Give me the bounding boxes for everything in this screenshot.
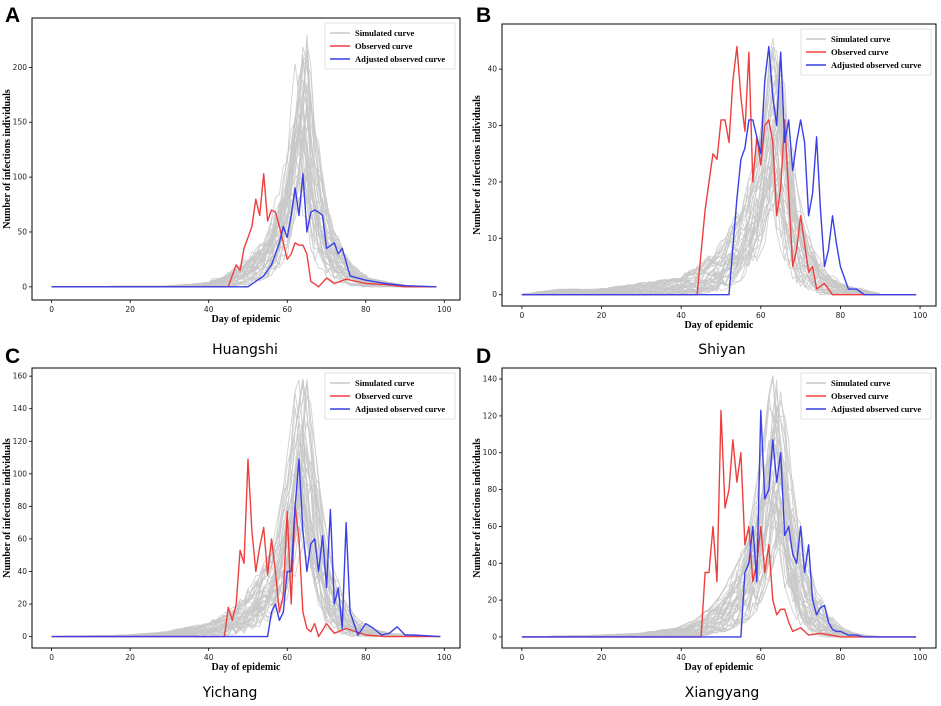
panel-letter: D bbox=[476, 345, 491, 368]
y-tick-label: 140 bbox=[483, 375, 498, 384]
chart-panel-d: D Xiangyang 0 20 40 60 80 100 0 20 40 60 80 100 120 140… bbox=[472, 345, 937, 701]
y-tick-label: 120 bbox=[13, 437, 28, 446]
chart-panel-c: C Yichang 0 20 40 60 80 100 0 20 40 60 80 100 120 140 16… bbox=[2, 345, 461, 701]
adjusted-observed-curve-line bbox=[51, 458, 441, 638]
x-tick-label: 80 bbox=[361, 653, 371, 662]
legend-observed-label: Observed curve bbox=[355, 391, 413, 401]
x-tick-label: 0 bbox=[520, 311, 525, 320]
observed-curve-line bbox=[51, 173, 437, 288]
panel-letter: B bbox=[476, 4, 491, 27]
x-tick-label: 40 bbox=[204, 653, 214, 662]
legend-simulated-label: Simulated curve bbox=[355, 378, 414, 388]
y-tick-label: 100 bbox=[13, 469, 28, 478]
y-tick-label: 0 bbox=[22, 282, 27, 291]
x-tick-label: 100 bbox=[437, 305, 452, 314]
x-tick-label: 60 bbox=[282, 305, 292, 314]
y-tick-label: 30 bbox=[487, 121, 497, 130]
x-tick-label: 0 bbox=[49, 653, 54, 662]
x-tick-label: 100 bbox=[913, 311, 928, 320]
x-tick-label: 60 bbox=[756, 653, 766, 662]
chart-panel-a: A Huangshi 0 20 40 60 80 100 0 50 100 150 200 Day of … bbox=[2, 4, 461, 358]
simulated-curve-line bbox=[521, 75, 881, 296]
y-tick-label: 40 bbox=[487, 65, 497, 74]
y-tick-label: 80 bbox=[17, 502, 27, 511]
city-label: Shiyan bbox=[698, 342, 745, 358]
y-axis-label: Number of infections individuals bbox=[2, 438, 13, 578]
y-tick-label: 40 bbox=[17, 567, 27, 576]
city-label: Huangshi bbox=[212, 342, 278, 358]
x-tick-label: 40 bbox=[676, 653, 686, 662]
y-tick-label: 120 bbox=[483, 411, 498, 420]
legend-simulated-label: Simulated curve bbox=[355, 28, 414, 38]
legend-observed-label: Observed curve bbox=[355, 41, 413, 51]
x-tick-label: 0 bbox=[49, 305, 54, 314]
x-axis-label: Day of epidemic bbox=[212, 662, 281, 673]
simulated-curve-line bbox=[521, 165, 881, 296]
y-tick-label: 100 bbox=[13, 173, 28, 182]
y-tick-label: 50 bbox=[17, 227, 27, 236]
x-tick-label: 80 bbox=[836, 653, 846, 662]
y-tick-label: 20 bbox=[487, 177, 497, 186]
x-tick-label: 80 bbox=[361, 305, 371, 314]
panel-letter: A bbox=[5, 4, 20, 27]
y-tick-label: 60 bbox=[17, 534, 27, 543]
x-tick-label: 20 bbox=[125, 305, 135, 314]
y-tick-label: 160 bbox=[13, 372, 28, 381]
y-tick-label: 100 bbox=[483, 448, 498, 457]
adjusted-observed-curve-line bbox=[51, 173, 437, 288]
y-tick-label: 0 bbox=[22, 632, 27, 641]
panel-letter: C bbox=[5, 345, 20, 368]
x-tick-label: 20 bbox=[597, 653, 607, 662]
y-tick-label: 10 bbox=[487, 234, 497, 243]
y-axis-label: Number of infections individuals bbox=[472, 438, 483, 578]
x-axis-label: Day of epidemic bbox=[685, 662, 754, 673]
legend-adjusted-label: Adjusted observed curve bbox=[831, 404, 921, 414]
y-tick-label: 150 bbox=[13, 118, 28, 127]
x-tick-label: 40 bbox=[204, 305, 214, 314]
simulated-curve-line bbox=[51, 379, 429, 638]
city-label: Xiangyang bbox=[685, 685, 759, 701]
y-axis-label: Number of infections individuals bbox=[2, 89, 13, 229]
legend-adjusted-label: Adjusted observed curve bbox=[355, 404, 445, 414]
x-tick-label: 0 bbox=[520, 653, 525, 662]
adjusted-observed-curve-line bbox=[521, 409, 917, 638]
x-tick-label: 100 bbox=[913, 653, 928, 662]
y-tick-label: 80 bbox=[487, 485, 497, 494]
y-tick-label: 140 bbox=[13, 404, 28, 413]
x-tick-label: 40 bbox=[676, 311, 686, 320]
y-tick-label: 60 bbox=[487, 522, 497, 531]
legend-observed-label: Observed curve bbox=[831, 391, 889, 401]
legend-adjusted-label: Adjusted observed curve bbox=[355, 54, 445, 64]
y-tick-label: 20 bbox=[487, 596, 497, 605]
x-axis-label: Day of epidemic bbox=[685, 320, 754, 331]
y-tick-label: 0 bbox=[492, 290, 497, 299]
legend-observed-label: Observed curve bbox=[831, 47, 889, 57]
observed-curve-line bbox=[521, 45, 917, 296]
legend-simulated-label: Simulated curve bbox=[831, 378, 890, 388]
observed-curve-line bbox=[51, 458, 441, 638]
adjusted-observed-curve-line bbox=[521, 45, 917, 296]
y-tick-label: 40 bbox=[487, 559, 497, 568]
x-tick-label: 60 bbox=[282, 653, 292, 662]
x-tick-label: 20 bbox=[597, 311, 607, 320]
x-tick-label: 60 bbox=[756, 311, 766, 320]
legend-simulated-label: Simulated curve bbox=[831, 34, 890, 44]
y-tick-label: 20 bbox=[17, 600, 27, 609]
y-tick-label: 200 bbox=[13, 63, 28, 72]
legend-adjusted-label: Adjusted observed curve bbox=[831, 60, 921, 70]
x-tick-label: 20 bbox=[125, 653, 135, 662]
y-axis-label: Number of infections individuals bbox=[472, 95, 483, 235]
x-axis-label: Day of epidemic bbox=[212, 314, 281, 325]
x-tick-label: 100 bbox=[437, 653, 452, 662]
city-label: Yichang bbox=[202, 685, 258, 701]
x-tick-label: 80 bbox=[836, 311, 846, 320]
y-tick-label: 0 bbox=[492, 632, 497, 641]
